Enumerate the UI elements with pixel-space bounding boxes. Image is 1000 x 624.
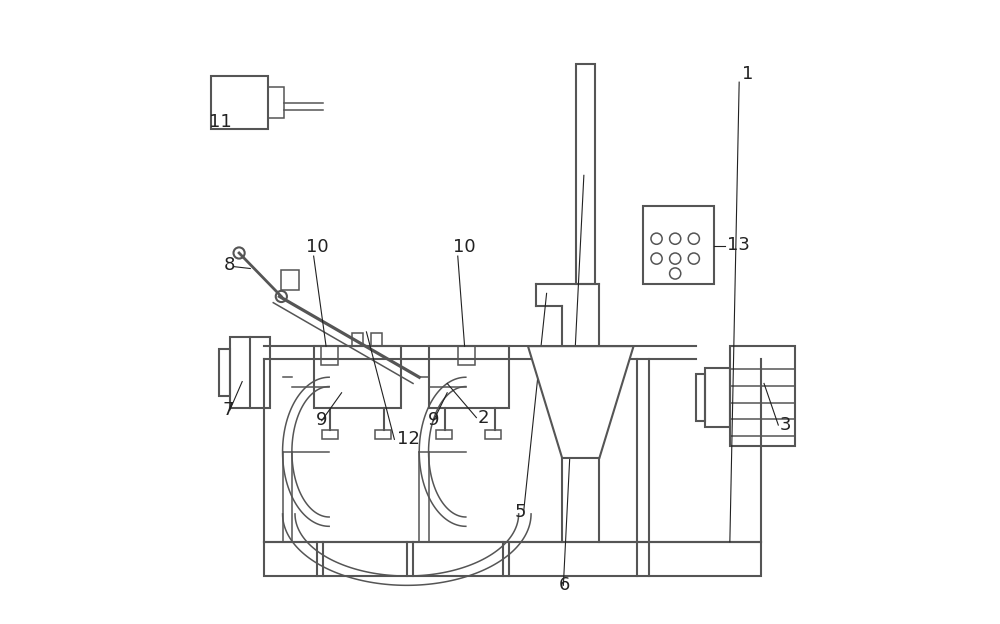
Text: 8: 8 (224, 256, 235, 274)
Bar (268, 87, 284, 118)
Text: 12: 12 (397, 431, 420, 448)
Text: 2: 2 (478, 409, 489, 427)
Bar (696, 374, 705, 421)
Bar (230, 337, 270, 408)
Bar (264, 542, 761, 576)
Text: 11: 11 (209, 113, 232, 131)
Bar (429, 346, 509, 408)
Bar (322, 430, 338, 439)
Text: 10: 10 (453, 238, 476, 256)
Text: 7: 7 (223, 401, 234, 419)
Bar (352, 333, 363, 346)
Bar (321, 346, 338, 365)
Bar (211, 76, 268, 129)
Text: 13: 13 (727, 236, 750, 254)
Bar (436, 430, 452, 439)
Bar (643, 207, 714, 284)
Text: 1: 1 (742, 65, 754, 83)
Text: 9: 9 (428, 411, 439, 429)
Text: 9: 9 (316, 411, 328, 429)
Bar (458, 346, 475, 365)
Text: 6: 6 (558, 577, 570, 594)
Bar (576, 64, 595, 284)
Bar (281, 270, 299, 290)
Bar (371, 333, 382, 346)
Bar (314, 346, 401, 408)
Bar (375, 430, 391, 439)
Bar (219, 349, 230, 396)
Text: 3: 3 (780, 416, 791, 434)
Bar (705, 368, 730, 427)
Bar (485, 430, 501, 439)
Text: 5: 5 (515, 503, 526, 521)
Polygon shape (528, 346, 634, 458)
Text: 10: 10 (306, 238, 329, 256)
Bar (730, 346, 795, 446)
